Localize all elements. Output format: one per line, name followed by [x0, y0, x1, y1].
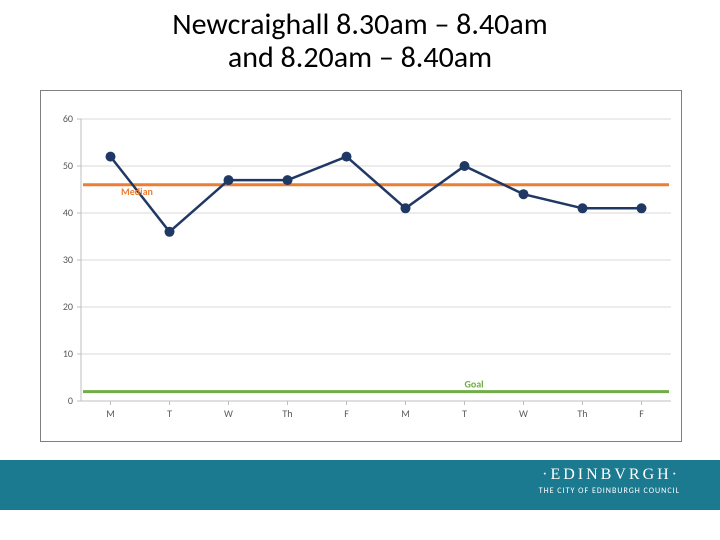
- y-axis-label: 0: [68, 394, 73, 407]
- data-marker: [224, 175, 234, 185]
- slide-title: Newcraighall 8.30am – 8.40am and 8.20am …: [0, 8, 720, 74]
- x-axis-label: Th: [282, 407, 292, 420]
- title-line1: Newcraighall 8.30am – 8.40am: [0, 8, 720, 41]
- chart-frame: 0 10 20 30 40 50 60 M T W Th F M T W Th F Median Goal: [40, 90, 682, 442]
- data-marker: [578, 203, 588, 213]
- footer-logo: ·EDINBVRGH· THE CITY OF EDINBURGH COUNCI…: [539, 466, 680, 496]
- x-axis-label: M: [401, 407, 410, 420]
- median-label: Median: [121, 185, 153, 198]
- data-marker: [106, 152, 116, 162]
- x-axis-label: F: [639, 407, 644, 420]
- x-axis-label: Th: [577, 407, 587, 420]
- footer-bar: ·EDINBVRGH· THE CITY OF EDINBURGH COUNCI…: [0, 460, 720, 510]
- x-axis-label: M: [106, 407, 115, 420]
- y-axis-label: 10: [63, 347, 73, 360]
- data-marker: [519, 189, 529, 199]
- x-axis-label: W: [224, 407, 233, 420]
- data-marker: [342, 152, 352, 162]
- chart-svg: 0 10 20 30 40 50 60 M T W Th F M T W Th F Median Goal: [41, 91, 681, 441]
- data-marker: [401, 203, 411, 213]
- y-axis-label: 50: [63, 159, 73, 172]
- x-axis-label: T: [167, 407, 172, 420]
- goal-label: Goal: [465, 378, 484, 391]
- data-marker: [165, 227, 175, 237]
- x-axis-label: T: [462, 407, 467, 420]
- data-marker: [283, 175, 293, 185]
- y-axis-label: 60: [63, 112, 73, 125]
- y-axis-label: 30: [63, 253, 73, 266]
- data-marker: [460, 161, 470, 171]
- title-line2: and 8.20am – 8.40am: [0, 41, 720, 74]
- data-marker: [637, 203, 647, 213]
- x-axis-label: W: [519, 407, 528, 420]
- x-axis-label: F: [344, 407, 349, 420]
- footer-logo-sub: THE CITY OF EDINBURGH COUNCIL: [539, 486, 680, 496]
- y-axis-label: 40: [63, 206, 73, 219]
- data-line: [111, 157, 642, 232]
- footer-logo-main: ·EDINBVRGH·: [539, 466, 680, 484]
- y-axis-label: 20: [63, 300, 73, 313]
